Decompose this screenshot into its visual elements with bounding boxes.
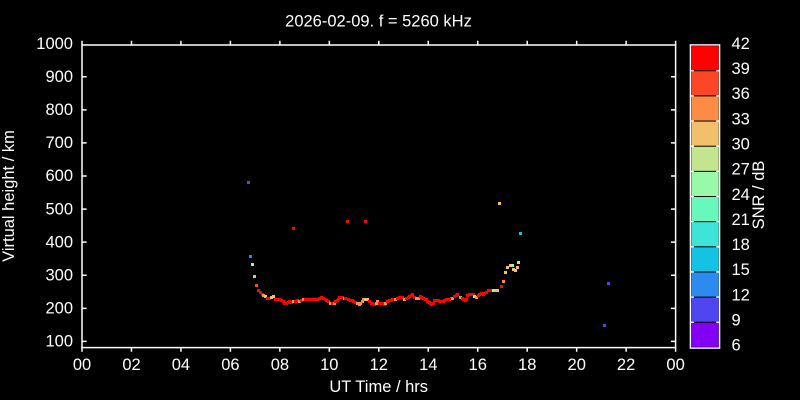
svg-text:700: 700 (45, 134, 73, 152)
svg-text:18: 18 (732, 236, 750, 254)
svg-text:08: 08 (271, 356, 289, 374)
svg-text:15: 15 (732, 261, 750, 279)
svg-text:9: 9 (732, 312, 741, 330)
svg-text:SNR / dB: SNR / dB (750, 161, 768, 230)
svg-text:14: 14 (419, 356, 437, 374)
svg-text:800: 800 (45, 101, 73, 119)
svg-text:22: 22 (617, 356, 635, 374)
svg-text:200: 200 (45, 300, 73, 318)
svg-text:600: 600 (45, 167, 73, 185)
svg-text:39: 39 (732, 60, 750, 78)
svg-text:1000: 1000 (36, 35, 73, 53)
svg-text:400: 400 (45, 233, 73, 251)
svg-text:27: 27 (732, 161, 750, 179)
svg-text:24: 24 (732, 186, 750, 204)
svg-text:Virtual height / km: Virtual height / km (0, 130, 18, 262)
svg-text:12: 12 (732, 286, 750, 304)
svg-text:02: 02 (122, 356, 140, 374)
svg-text:30: 30 (732, 136, 750, 154)
svg-text:36: 36 (732, 85, 750, 103)
svg-text:00: 00 (666, 356, 684, 374)
svg-text:21: 21 (732, 211, 750, 229)
svg-text:42: 42 (732, 35, 750, 53)
svg-text:2026-02-09. f = 5260 kHz: 2026-02-09. f = 5260 kHz (285, 13, 472, 31)
svg-text:300: 300 (45, 266, 73, 284)
svg-text:00: 00 (73, 356, 91, 374)
svg-text:18: 18 (518, 356, 536, 374)
svg-text:900: 900 (45, 68, 73, 86)
svg-text:06: 06 (221, 356, 239, 374)
svg-text:100: 100 (45, 333, 73, 351)
svg-text:33: 33 (732, 110, 750, 128)
svg-text:20: 20 (568, 356, 586, 374)
svg-text:10: 10 (320, 356, 338, 374)
svg-text:04: 04 (172, 356, 190, 374)
svg-text:16: 16 (469, 356, 487, 374)
svg-text:UT Time / hrs: UT Time / hrs (329, 378, 428, 396)
svg-text:6: 6 (732, 337, 741, 355)
svg-text:500: 500 (45, 200, 73, 218)
svg-text:12: 12 (370, 356, 388, 374)
